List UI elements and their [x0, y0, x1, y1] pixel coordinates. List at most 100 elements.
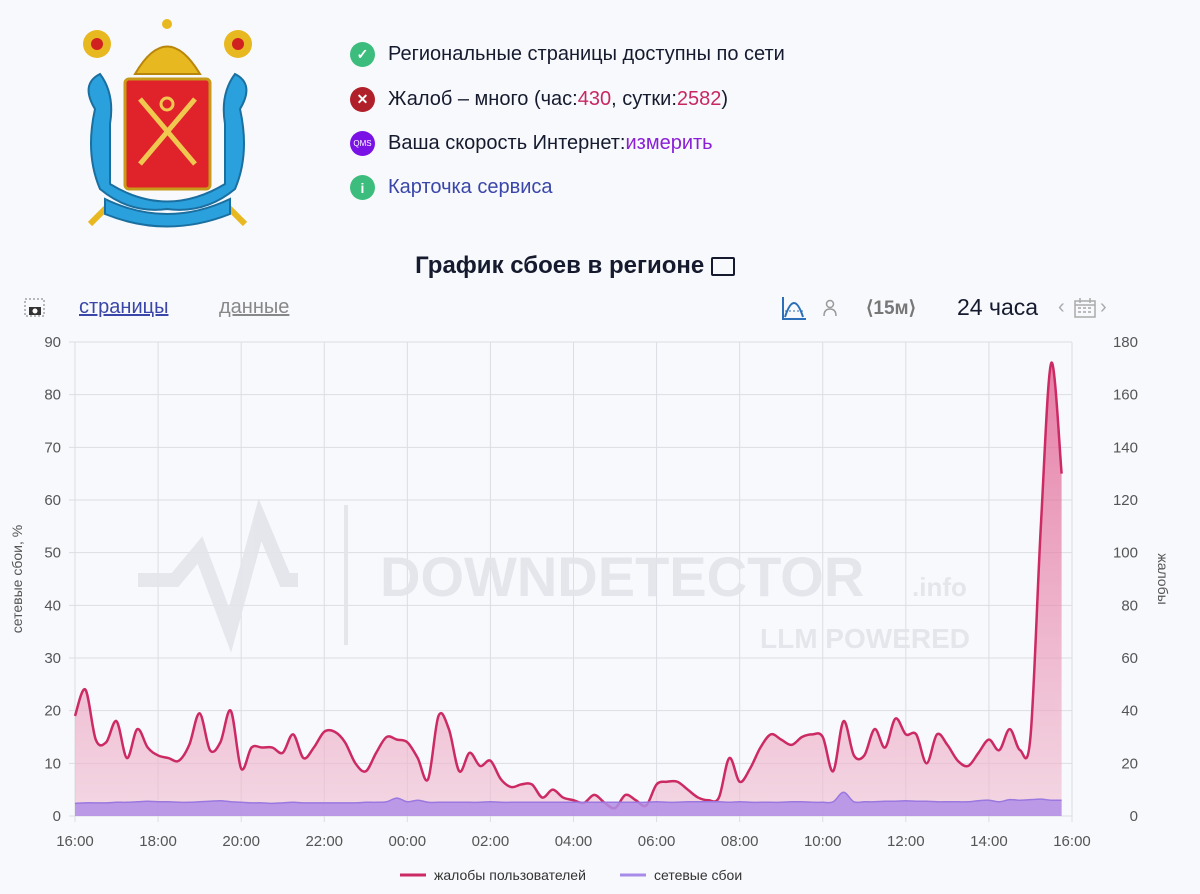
complaints-point[interactable]	[467, 750, 473, 756]
network-point[interactable]	[1017, 797, 1023, 803]
network-point[interactable]	[342, 800, 348, 806]
complaints-point[interactable]	[924, 760, 930, 766]
network-point[interactable]	[321, 800, 327, 806]
network-point[interactable]	[1059, 797, 1065, 803]
complaints-point[interactable]	[134, 726, 140, 732]
network-point[interactable]	[976, 798, 982, 804]
complaints-point[interactable]	[820, 734, 826, 740]
network-point[interactable]	[550, 799, 556, 805]
network-point[interactable]	[695, 799, 701, 805]
complaints-point[interactable]	[892, 716, 898, 722]
tab-data[interactable]: данные	[219, 296, 290, 318]
complaints-point[interactable]	[1059, 471, 1065, 477]
complaints-point[interactable]	[986, 737, 992, 743]
network-point[interactable]	[955, 799, 961, 805]
complaints-point[interactable]	[363, 768, 369, 774]
complaints-point[interactable]	[1027, 734, 1033, 740]
network-point[interactable]	[913, 798, 919, 804]
complaints-point[interactable]	[1038, 523, 1044, 529]
network-point[interactable]	[571, 799, 577, 805]
network-point[interactable]	[425, 799, 431, 805]
measure-speed-link[interactable]: измерить	[625, 132, 713, 154]
network-point[interactable]	[1038, 796, 1044, 802]
network-point[interactable]	[467, 799, 473, 805]
chart-smooth-icon[interactable]	[781, 295, 807, 321]
complaints-point[interactable]	[674, 779, 680, 785]
network-point[interactable]	[487, 799, 493, 805]
network-point[interactable]	[882, 798, 888, 804]
network-point[interactable]	[986, 797, 992, 803]
complaints-point[interactable]	[394, 737, 400, 743]
network-point[interactable]	[602, 799, 608, 805]
network-point[interactable]	[435, 799, 441, 805]
complaints-point[interactable]	[965, 763, 971, 769]
complaints-point[interactable]	[290, 731, 296, 737]
complaints-point[interactable]	[456, 768, 462, 774]
network-point[interactable]	[508, 799, 514, 805]
network-point[interactable]	[155, 799, 161, 805]
complaints-point[interactable]	[498, 776, 504, 782]
complaints-point[interactable]	[114, 718, 120, 724]
complaints-point[interactable]	[976, 750, 982, 756]
network-point[interactable]	[654, 799, 660, 805]
network-point[interactable]	[103, 800, 109, 806]
network-point[interactable]	[789, 799, 795, 805]
network-point[interactable]	[706, 799, 712, 805]
network-point[interactable]	[560, 799, 566, 805]
network-point[interactable]	[394, 795, 400, 801]
network-point[interactable]	[892, 798, 898, 804]
network-point[interactable]	[903, 798, 909, 804]
network-point[interactable]	[498, 799, 504, 805]
network-point[interactable]	[851, 799, 857, 805]
network-point[interactable]	[716, 799, 722, 805]
complaints-point[interactable]	[737, 779, 743, 785]
complaints-point[interactable]	[955, 758, 961, 764]
network-point[interactable]	[145, 798, 151, 804]
complaints-point[interactable]	[165, 755, 171, 761]
complaints-point[interactable]	[300, 755, 306, 761]
network-point[interactable]	[238, 799, 244, 805]
network-point[interactable]	[1048, 797, 1054, 803]
complaints-point[interactable]	[103, 739, 109, 745]
complaints-point[interactable]	[747, 766, 753, 772]
complaints-point[interactable]	[726, 755, 732, 761]
network-point[interactable]	[519, 799, 525, 805]
complaints-point[interactable]	[913, 731, 919, 737]
network-point[interactable]	[934, 799, 940, 805]
network-point[interactable]	[664, 799, 670, 805]
network-point[interactable]	[165, 799, 171, 805]
network-point[interactable]	[778, 799, 784, 805]
network-point[interactable]	[228, 799, 234, 805]
complaints-point[interactable]	[622, 792, 628, 798]
complaints-point[interactable]	[207, 747, 213, 753]
complaints-point[interactable]	[145, 745, 151, 751]
network-point[interactable]	[581, 799, 587, 805]
network-point[interactable]	[768, 799, 774, 805]
complaints-point[interactable]	[269, 745, 275, 751]
legend-network[interactable]: сетевые сбои	[654, 867, 742, 883]
complaints-point[interactable]	[934, 731, 940, 737]
complaints-point[interactable]	[830, 768, 836, 774]
complaints-point[interactable]	[332, 729, 338, 735]
complaints-point[interactable]	[882, 745, 888, 751]
network-point[interactable]	[737, 799, 743, 805]
complaints-point[interactable]	[249, 745, 255, 751]
complaints-point[interactable]	[1048, 360, 1054, 366]
network-point[interactable]	[352, 800, 358, 806]
screenshot-camera-icon[interactable]	[24, 298, 46, 318]
prev-period-chevron-icon[interactable]: ‹	[1058, 296, 1065, 318]
network-point[interactable]	[93, 800, 99, 806]
complaints-point[interactable]	[228, 708, 234, 714]
network-point[interactable]	[82, 800, 88, 806]
complaints-point[interactable]	[186, 742, 192, 748]
service-card-link[interactable]: Карточка сервиса	[388, 176, 553, 198]
complaints-point[interactable]	[311, 745, 317, 751]
complaints-point[interactable]	[996, 747, 1002, 753]
network-point[interactable]	[924, 798, 930, 804]
complaints-point[interactable]	[238, 766, 244, 772]
network-point[interactable]	[415, 797, 421, 803]
network-point[interactable]	[404, 799, 410, 805]
network-point[interactable]	[384, 799, 390, 805]
complaints-point[interactable]	[841, 718, 847, 724]
complaints-point[interactable]	[217, 739, 223, 745]
